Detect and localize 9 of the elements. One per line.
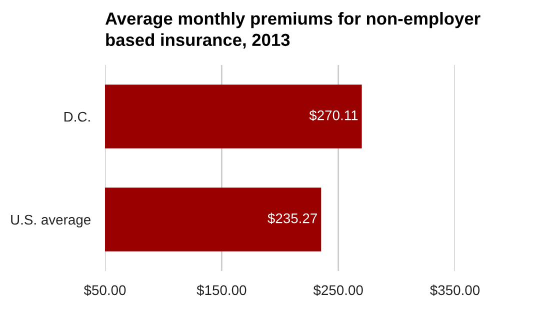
- x-tick-label: $150.00: [196, 284, 246, 296]
- y-tick-label: D.C.: [64, 112, 90, 122]
- text: $235.27: [268, 212, 317, 224]
- text: $270.11: [309, 110, 358, 122]
- x-tick-label: $50.00: [84, 284, 126, 296]
- x-tick-label: $350.00: [430, 284, 480, 296]
- chart-title: Average monthly premiums for non-employer based insurance, 2013: [105, 12, 480, 49]
- x-tick-label: $250.00: [313, 284, 363, 296]
- y-tick-label: U.S. average: [11, 214, 90, 228]
